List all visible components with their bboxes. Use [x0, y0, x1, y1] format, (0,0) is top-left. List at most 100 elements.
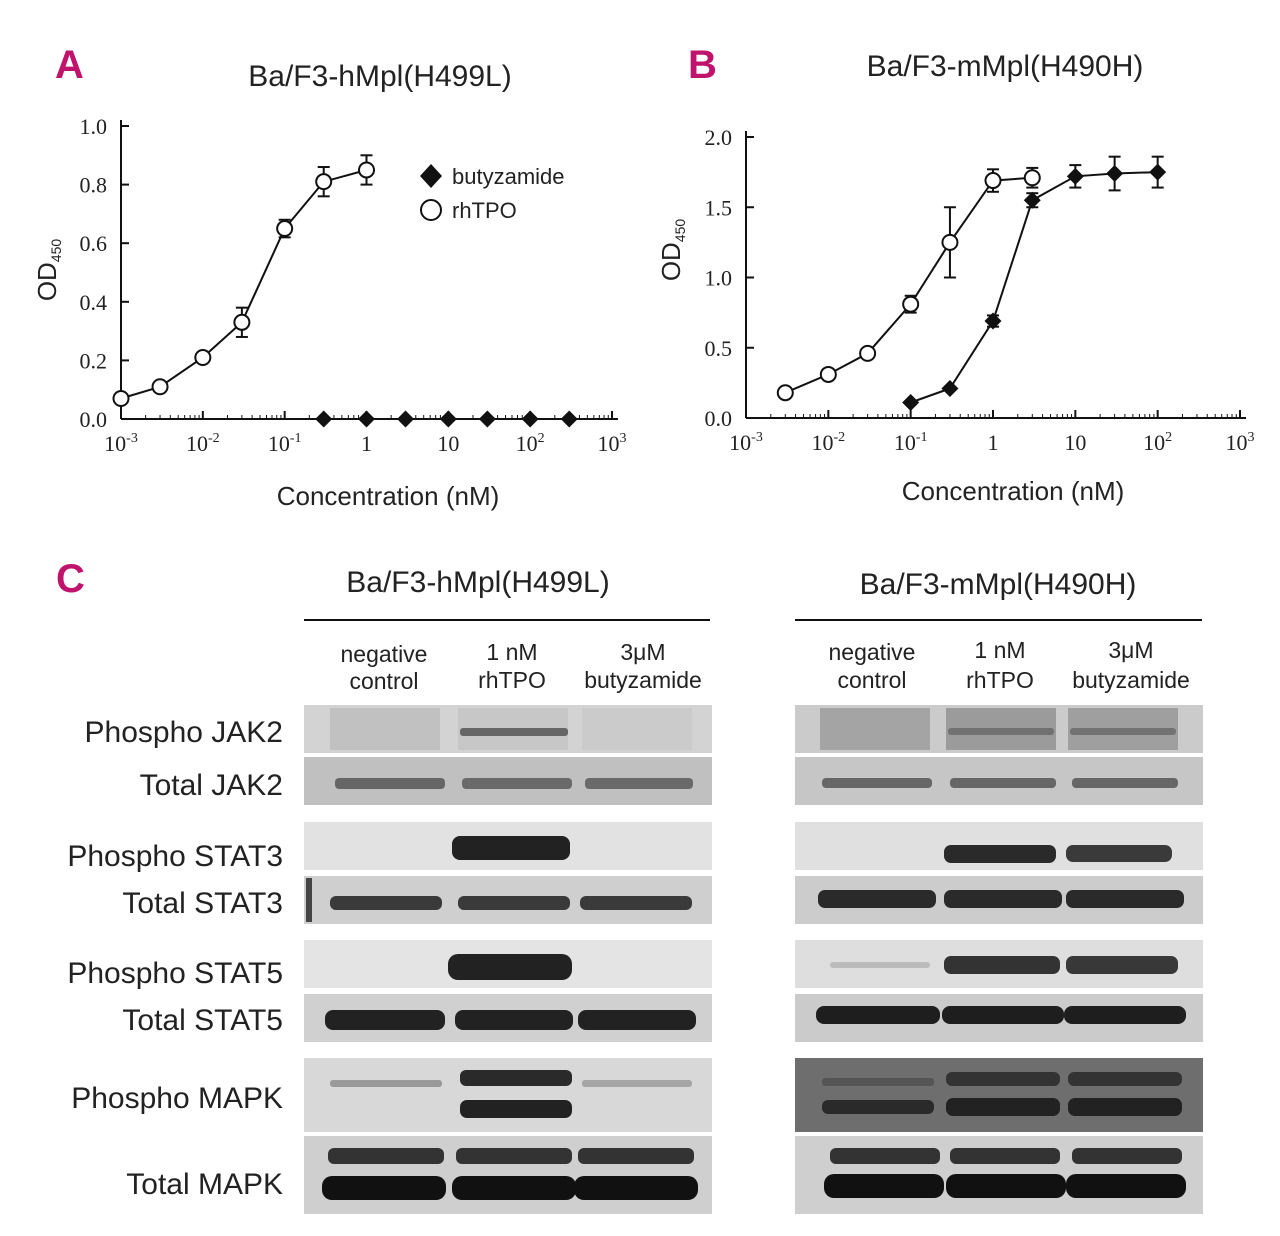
panel-a-letter: A: [55, 43, 84, 87]
row-label-phospho-stat5: Phospho STAT5: [67, 957, 283, 990]
chart-a-x-tick-label: 103: [598, 431, 627, 456]
row-label-total-stat3: Total STAT3: [122, 887, 283, 920]
panel-c: C Ba/F3-hMpl(H499L) negative control 1 n…: [56, 557, 1203, 1214]
panel-b: B Ba/F3-mMpl(H490H) 0.0 0.5 1.0 1.5 2.0 10-3 1…: [656, 43, 1255, 506]
blot-g2-total-mapk: [795, 1136, 1203, 1214]
legend-circle-icon: [420, 199, 442, 221]
row-label-phospho-jak2: Phospho JAK2: [85, 716, 283, 749]
chart-a-point-rhTPO: [358, 161, 375, 179]
chart-b-point-rhTPO: [819, 365, 837, 383]
chart-a-y-tick-label: 0.2: [80, 348, 108, 373]
blot-g1-phospho-stat3: [304, 822, 712, 870]
row-label-phospho-stat3: Phospho STAT3: [67, 840, 283, 873]
chart-a-point-butyzamide: [397, 410, 415, 428]
blot-g2-total-stat3: [795, 876, 1203, 924]
g2-col1-line2: control: [837, 667, 906, 693]
chart-a-x-tick-label: 102: [516, 431, 545, 456]
chart-b-point-rhTPO: [902, 295, 920, 313]
panel-a: A Ba/F3-hMpl(H499L) 0.0 0.2 0.4 0.6 0.8 1.0 10…: [32, 43, 627, 511]
chart-b-x-tick-label: 103: [1226, 430, 1255, 455]
row-label-total-stat5: Total STAT5: [122, 1004, 283, 1037]
chart-a-point-butyzamide: [478, 410, 496, 428]
chart-b-point-butyzamide: [941, 379, 959, 397]
chart-a-point-rhTPO: [112, 389, 130, 407]
blot-g1-phospho-mapk: [304, 1058, 712, 1132]
blot-group-1-title: Ba/F3-hMpl(H499L): [346, 566, 609, 599]
panel-c-letter: C: [56, 557, 85, 601]
chart-a: 0.0 0.2 0.4 0.6 0.8 1.0 10-3 10-2 10-1 1 10 102 103: [80, 114, 627, 456]
chart-a-point-rhTPO: [194, 348, 212, 366]
chart-b-point-rhTPO: [984, 172, 1002, 190]
chart-b-point-butyzamide: [1066, 167, 1084, 185]
g1-col2-line1: 1 nM: [486, 639, 537, 665]
panel-a-ylabel-sub: 450: [48, 239, 64, 263]
chart-a-x-tick-label: 10-2: [186, 431, 220, 456]
chart-a-y-tick-label: 1.0: [80, 114, 108, 139]
chart-b-y-tick-label: 0.5: [705, 336, 733, 361]
panel-a-title: Ba/F3-hMpl(H499L): [248, 60, 511, 93]
chart-a-point-butyzamide: [439, 410, 457, 428]
panel-a-ylabel-main: OD: [32, 262, 62, 301]
blot-g1-total-stat5: [304, 994, 712, 1042]
chart-b-point-butyzamide: [1149, 163, 1167, 181]
chart-a-point-butyzamide: [358, 410, 375, 428]
legend-diamond-icon: [420, 164, 442, 188]
chart-b-y-tick-label: 1.5: [705, 195, 733, 220]
legend-label-rhtpo: rhTPO: [452, 198, 517, 223]
blot-g1-total-mapk: [304, 1136, 712, 1214]
blot-g2-phospho-mapk: [795, 1058, 1203, 1132]
blot-g1-total-stat3: [304, 876, 712, 924]
chart-a-point-rhTPO: [233, 313, 251, 331]
g1-col3-line1: 3μM: [620, 639, 665, 665]
g2-col1-line1: negative: [829, 639, 916, 665]
chart-b-x-tick-label: 1: [988, 430, 999, 455]
blot-g2-phospho-stat5: [795, 940, 1203, 988]
g2-col2-line2: rhTPO: [966, 667, 1034, 693]
panel-b-ylabel: OD450: [656, 219, 688, 282]
chart-a-point-rhTPO: [315, 173, 333, 191]
chart-a-y-tick-label: 0.8: [80, 173, 108, 198]
chart-a-series-line-rhTPO: [120, 169, 367, 400]
western-blot-images: [304, 705, 1203, 1214]
chart-a-x-tick-label: 10-3: [104, 431, 138, 456]
blot-g1-phospho-stat5: [304, 940, 712, 988]
panel-a-xlabel: Concentration (nM): [277, 481, 500, 511]
chart-b-point-butyzamide: [984, 312, 1002, 330]
chart-b-point-rhTPO: [1023, 169, 1041, 187]
chart-a-y-tick-label: 0.6: [80, 231, 108, 256]
chart-b: 0.0 0.5 1.0 1.5 2.0 10-3 10-2 10-1 1 10 102 103: [705, 125, 1255, 455]
chart-b-point-rhTPO: [941, 233, 959, 251]
chart-a-x-tick-label: 10-1: [268, 431, 302, 456]
svg-text:OD450: OD450: [32, 239, 64, 302]
chart-a-point-rhTPO: [276, 220, 294, 238]
chart-b-x-tick-label: 10-2: [811, 430, 845, 455]
chart-b-series-line-rhTPO: [784, 176, 1033, 394]
g1-col1-line1: negative: [341, 641, 428, 667]
g1-col3-line2: butyzamide: [584, 667, 702, 693]
blot-g2-phospho-stat3: [795, 822, 1203, 870]
chart-b-x-tick-label: 102: [1143, 430, 1172, 455]
legend-label-butyzamide: butyzamide: [452, 164, 565, 189]
row-label-phospho-mapk: Phospho MAPK: [71, 1082, 283, 1115]
panel-b-letter: B: [688, 43, 717, 87]
chart-a-y-tick-label: 0.0: [80, 407, 108, 432]
panel-b-ylabel-main: OD: [656, 242, 686, 281]
chart-b-x-tick-label: 10-1: [894, 430, 928, 455]
chart-b-y-tick-label: 2.0: [705, 125, 733, 150]
chart-b-point-butyzamide: [1023, 191, 1041, 209]
chart-b-point-rhTPO: [859, 344, 877, 362]
chart-a-point-butyzamide: [315, 410, 333, 428]
chart-b-x-tick-label: 10-3: [729, 430, 763, 455]
row-label-total-mapk: Total MAPK: [126, 1168, 283, 1201]
g2-col3-line1: 3μM: [1108, 637, 1153, 663]
panel-b-title: Ba/F3-mMpl(H490H): [867, 50, 1144, 83]
row-label-total-jak2: Total JAK2: [140, 769, 283, 802]
chart-a-x-tick-label: 10: [437, 431, 459, 456]
g1-col2-line2: rhTPO: [478, 667, 546, 693]
panel-a-legend: butyzamide rhTPO: [420, 164, 565, 223]
blot-g1-phospho-jak2: [304, 705, 712, 753]
panel-a-ylabel: OD450: [32, 239, 64, 302]
svg-text:OD450: OD450: [656, 219, 688, 282]
g1-col1-line2: control: [349, 668, 418, 694]
